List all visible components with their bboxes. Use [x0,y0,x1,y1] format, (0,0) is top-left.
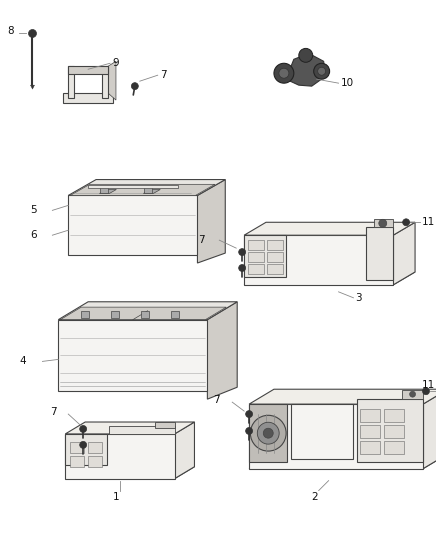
Circle shape [314,63,330,79]
Polygon shape [65,467,194,479]
Polygon shape [286,53,325,86]
FancyBboxPatch shape [267,252,283,262]
Polygon shape [198,180,225,263]
Circle shape [80,425,87,432]
FancyBboxPatch shape [145,187,152,193]
Polygon shape [207,302,237,399]
Text: 5: 5 [30,205,36,215]
Text: 10: 10 [340,78,353,88]
Circle shape [263,428,273,438]
Polygon shape [64,93,113,103]
FancyBboxPatch shape [267,240,283,250]
Polygon shape [155,422,175,428]
Circle shape [239,248,246,255]
Circle shape [299,49,313,62]
Polygon shape [423,389,438,469]
Polygon shape [393,222,415,285]
FancyBboxPatch shape [102,66,108,98]
FancyBboxPatch shape [70,456,84,467]
Polygon shape [402,390,423,399]
Text: 6: 6 [30,230,36,240]
Circle shape [251,415,286,451]
FancyBboxPatch shape [384,425,404,438]
Circle shape [379,219,387,227]
Text: 2: 2 [311,491,318,502]
Polygon shape [70,184,215,196]
Circle shape [246,410,253,417]
Text: 7: 7 [198,235,205,245]
Circle shape [239,264,246,271]
Text: 1: 1 [113,491,119,502]
Polygon shape [68,180,225,196]
Text: 7: 7 [213,395,219,405]
FancyBboxPatch shape [88,442,102,453]
Text: 11: 11 [422,217,435,227]
FancyBboxPatch shape [68,66,108,74]
Text: 7: 7 [50,407,57,417]
Circle shape [403,219,410,226]
Polygon shape [249,389,438,404]
Circle shape [274,63,294,83]
Circle shape [28,29,36,37]
Polygon shape [357,399,423,462]
FancyBboxPatch shape [360,425,380,438]
FancyBboxPatch shape [88,456,102,467]
Text: 9: 9 [112,58,119,68]
Polygon shape [60,307,226,320]
Circle shape [318,67,325,75]
Circle shape [131,83,138,90]
Polygon shape [65,422,194,434]
Polygon shape [249,404,287,462]
Polygon shape [58,302,237,320]
FancyBboxPatch shape [248,252,264,262]
Text: 3: 3 [356,293,362,303]
FancyBboxPatch shape [70,442,84,453]
Circle shape [279,68,289,78]
Polygon shape [244,222,415,235]
Polygon shape [108,61,116,100]
Text: 8: 8 [7,27,14,36]
FancyBboxPatch shape [100,187,109,193]
Polygon shape [249,404,423,469]
Text: 11: 11 [422,380,435,390]
Polygon shape [291,404,353,459]
FancyBboxPatch shape [88,184,178,189]
Polygon shape [244,272,415,285]
Circle shape [410,391,416,397]
Polygon shape [65,434,175,479]
FancyBboxPatch shape [171,311,179,318]
FancyBboxPatch shape [68,66,74,98]
FancyBboxPatch shape [81,311,89,318]
Polygon shape [31,85,35,89]
FancyBboxPatch shape [248,264,264,274]
FancyBboxPatch shape [384,409,404,422]
FancyBboxPatch shape [360,409,380,422]
Polygon shape [249,454,438,469]
Polygon shape [143,190,160,193]
Polygon shape [58,320,207,391]
Circle shape [257,422,279,444]
FancyBboxPatch shape [111,311,119,318]
Polygon shape [99,190,117,193]
FancyBboxPatch shape [141,311,149,318]
Circle shape [80,441,87,448]
Circle shape [246,427,253,434]
FancyBboxPatch shape [384,441,404,454]
Circle shape [423,387,430,394]
Polygon shape [244,235,393,285]
Polygon shape [65,434,107,465]
Polygon shape [374,219,393,227]
Text: 7: 7 [160,70,166,80]
Polygon shape [175,422,194,479]
FancyBboxPatch shape [248,240,264,250]
FancyBboxPatch shape [360,441,380,454]
Polygon shape [366,227,393,280]
Polygon shape [109,426,175,434]
Polygon shape [68,196,198,255]
FancyBboxPatch shape [267,264,283,274]
Text: 4: 4 [20,357,27,366]
Polygon shape [244,235,286,278]
